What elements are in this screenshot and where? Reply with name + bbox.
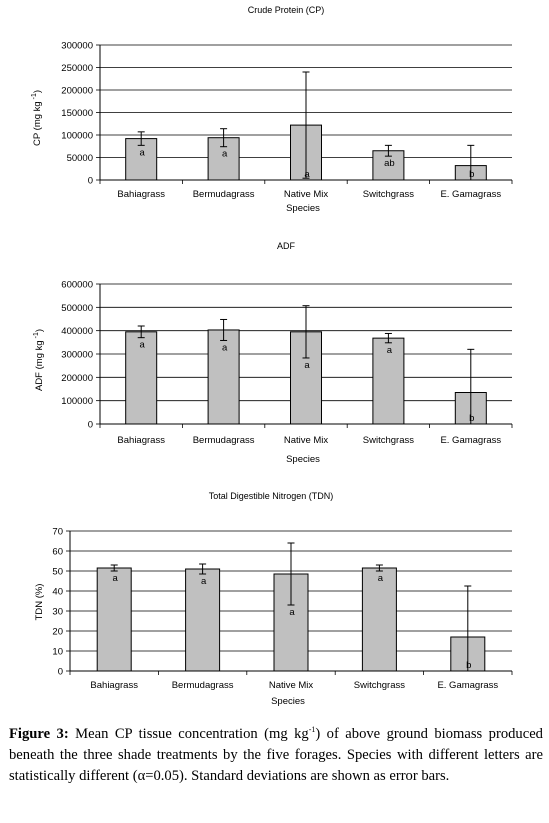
chart-1-x-tick-label: Bermudagrass [193,189,255,200]
chart-1-significance-letter: a [222,149,228,160]
chart-1-x-tick-label: Native Mix [284,189,329,200]
chart-3-y-tick-label: 20 [52,627,63,638]
chart-2-y-tick-label: 500000 [61,303,93,314]
chart-1-x-axis-label: Species [286,203,320,214]
chart-2-bar [207,329,240,425]
chart-3-x-tick-label: E. Gamagrass [437,680,498,691]
chart-1-x-tick-label: E. Gamagrass [440,189,501,200]
chart-3-significance-letter: a [201,576,207,587]
chart-2-significance-letter: b [469,413,474,424]
chart-2-y-tick-label: 600000 [61,280,93,291]
chart-3-y-tick-label: 30 [52,607,63,618]
chart-1-significance-letter: b [469,169,474,180]
chart-3-y-tick-label: 0 [58,667,63,678]
chart-2-significance-letter: a [222,342,228,353]
chart-2-x-tick-label: E. Gamagrass [440,435,501,446]
chart-3-significance-letter: a [113,573,119,584]
chart-2-x-tick-label: Bahiagrass [117,435,165,446]
caption-superscript: -1 [308,725,316,735]
chart-2-y-tick-label: 200000 [61,373,93,384]
chart-1-significance-letter: ab [384,158,395,169]
chart-1-y-tick-label: 50000 [67,153,93,164]
chart-1-y-tick-label: 0 [88,176,93,187]
chart-2-x-axis-label: Species [286,454,320,465]
chart-2-y-tick-label: 0 [88,420,93,431]
chart-3-y-tick-label: 40 [52,587,63,598]
chart-2-title: ADF [277,241,296,251]
chart-1-significance-letter: a [304,169,310,180]
chart-2-y-tick-label: 100000 [61,396,93,407]
chart-1-x-tick-label: Switchgrass [363,189,414,200]
chart-3-bar [361,567,397,672]
chart-2-x-tick-label: Native Mix [284,435,329,446]
figure-canvas: Crude Protein (CP)0500001000001500002000… [31,5,513,707]
chart-3-x-tick-label: Bahiagrass [90,680,138,691]
chart-3-bar [185,568,221,672]
chart-2-x-tick-label: Bermudagrass [193,435,255,446]
chart-2-y-tick-label: 400000 [61,326,93,337]
chart-2-y-tick-label: 300000 [61,350,93,361]
chart-3-x-axis-label: Species [271,696,305,707]
chart-1-x-tick-label: Bahiagrass [117,189,165,200]
chart-3-y-tick-label: 10 [52,647,63,658]
chart-1-y-axis-label: CP (mg kg -1) [31,90,43,146]
chart-2-significance-letter: a [140,340,146,351]
chart-1-y-tick-label: 300000 [61,41,93,52]
chart-1-significance-letter: a [140,147,146,158]
caption-text-part2: ) of above ground biomass produced benea… [9,726,543,784]
chart-2-x-tick-label: Switchgrass [363,435,414,446]
chart-1-y-tick-label: 150000 [61,108,93,119]
chart-1-y-tick-label: 250000 [61,63,93,74]
chart-3-title: Total Digestible Nitrogen (TDN) [209,491,334,501]
caption-text-part1: Mean CP tissue concentration (mg kg [68,726,309,742]
chart-3-x-tick-label: Native Mix [269,680,314,691]
chart-3-significance-letter: b [466,660,471,671]
chart-3-significance-letter: a [289,607,295,618]
chart-3-y-tick-label: 70 [52,527,63,538]
figure-caption: Figure 3: Mean CP tissue concentration (… [9,724,543,787]
chart-2-bar [125,331,158,425]
chart-2-y-axis-label: ADF (mg kg -1) [33,329,45,391]
chart-3-y-axis-label: TDN (%) [34,584,45,621]
chart-3-y-tick-label: 50 [52,567,63,578]
chart-3-x-tick-label: Switchgrass [354,680,405,691]
chart-1-y-tick-label: 100000 [61,131,93,142]
chart-2-significance-letter: a [304,360,310,371]
chart-2-significance-letter: a [387,345,393,356]
chart-3-significance-letter: a [378,573,384,584]
chart-3-y-tick-label: 60 [52,547,63,558]
chart-3-x-tick-label: Bermudagrass [172,680,234,691]
caption-label: Figure 3: [9,726,69,742]
chart-1-y-tick-label: 200000 [61,86,93,97]
chart-1-title: Crude Protein (CP) [248,5,325,15]
